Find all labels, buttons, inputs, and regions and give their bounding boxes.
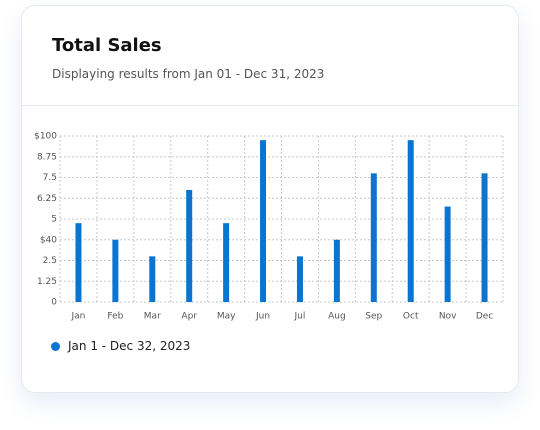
x-tick-label: Jul [294, 312, 306, 322]
title: Total Sales [52, 35, 162, 56]
x-tick-label: May [217, 312, 236, 322]
divider [22, 105, 518, 106]
x-tick-label: Aug [328, 312, 346, 322]
x-tick-label: Apr [181, 312, 197, 322]
y-tick-label: 2.5 [43, 256, 57, 266]
y-tick-label: $100 [34, 132, 57, 142]
bar [296, 256, 303, 302]
y-tick-label: 6.25 [37, 194, 57, 204]
legend: Jan 1 - Dec 32, 2023 [51, 339, 190, 353]
y-tick-label: 5 [51, 215, 57, 225]
bar [75, 223, 82, 302]
bar [260, 140, 267, 302]
bar [223, 223, 230, 302]
x-tick-label: Feb [107, 312, 123, 322]
bar [333, 239, 340, 302]
y-tick-label: 1.25 [37, 277, 57, 287]
subtitle: Displaying results from Jan 01 - Dec 31,… [52, 67, 325, 81]
x-tick-label: Mar [144, 312, 161, 322]
card: Total Sales Displaying results from Jan … [21, 5, 519, 393]
x-tick-label: Dec [476, 312, 493, 322]
x-tick-label: Sep [365, 312, 382, 322]
bar [112, 239, 119, 302]
legend-swatch [51, 341, 60, 351]
y-tick-label: $40 [40, 235, 57, 245]
y-tick-label: 7.5 [43, 173, 57, 183]
y-tick-label: 8.75 [37, 152, 57, 162]
legend-label: Jan 1 - Dec 32, 2023 [68, 339, 191, 353]
x-tick-label: Jun [255, 312, 270, 322]
bar [444, 206, 451, 302]
x-tick-label: Oct [403, 312, 419, 322]
x-tick-label: Jan [71, 312, 86, 322]
bar [481, 173, 488, 302]
bar [186, 189, 193, 302]
x-tick-label: Nov [439, 312, 457, 322]
bar [370, 173, 377, 302]
bar [149, 256, 156, 302]
bar [407, 140, 414, 302]
y-tick-label: 0 [51, 298, 57, 308]
